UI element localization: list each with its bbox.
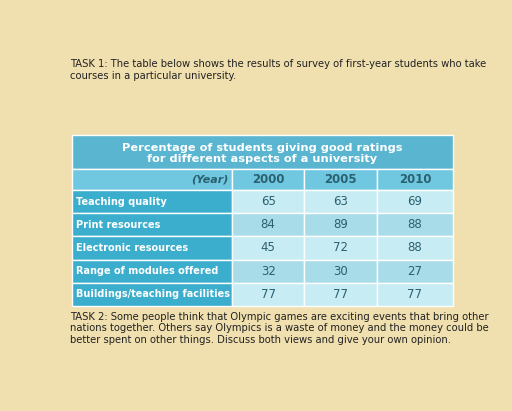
- Text: TASK 1: The table below shows the results of survey of first-year students who t: TASK 1: The table below shows the result…: [70, 59, 486, 81]
- Bar: [377, 169, 453, 190]
- Text: 2010: 2010: [399, 173, 431, 186]
- Text: 27: 27: [408, 265, 422, 277]
- Text: 84: 84: [261, 218, 275, 231]
- Text: Print resources: Print resources: [76, 220, 161, 230]
- Bar: [304, 190, 377, 213]
- Text: Electronic resources: Electronic resources: [76, 243, 188, 253]
- Text: 88: 88: [408, 218, 422, 231]
- Text: 45: 45: [261, 242, 275, 254]
- Text: 2005: 2005: [324, 173, 357, 186]
- Text: 77: 77: [408, 288, 422, 301]
- Text: (Year): (Year): [191, 174, 229, 185]
- Text: for different aspects of a university: for different aspects of a university: [147, 154, 377, 164]
- Bar: [377, 213, 453, 236]
- Bar: [72, 190, 232, 213]
- Bar: [72, 283, 232, 306]
- Bar: [304, 283, 377, 306]
- Text: 32: 32: [261, 265, 275, 277]
- Text: 77: 77: [333, 288, 348, 301]
- Bar: [232, 236, 304, 259]
- Bar: [232, 259, 304, 283]
- Bar: [304, 259, 377, 283]
- Text: 89: 89: [333, 218, 348, 231]
- Text: 69: 69: [408, 195, 422, 208]
- Bar: [377, 190, 453, 213]
- Bar: [232, 283, 304, 306]
- Text: 77: 77: [261, 288, 275, 301]
- Bar: [72, 135, 453, 169]
- Text: 65: 65: [261, 195, 275, 208]
- Bar: [377, 283, 453, 306]
- Bar: [72, 169, 232, 190]
- Text: 72: 72: [333, 242, 348, 254]
- Bar: [377, 259, 453, 283]
- Text: TASK 2: Some people think that Olympic games are exciting events that bring othe: TASK 2: Some people think that Olympic g…: [70, 312, 489, 345]
- Bar: [72, 259, 232, 283]
- Text: Range of modules offered: Range of modules offered: [76, 266, 219, 276]
- Bar: [377, 236, 453, 259]
- Bar: [304, 213, 377, 236]
- Text: Buildings/teaching facilities: Buildings/teaching facilities: [76, 289, 230, 299]
- Bar: [72, 213, 232, 236]
- Bar: [232, 213, 304, 236]
- Text: Teaching quality: Teaching quality: [76, 197, 167, 207]
- Text: 2000: 2000: [252, 173, 284, 186]
- Bar: [304, 169, 377, 190]
- Text: 30: 30: [333, 265, 348, 277]
- Text: Percentage of students giving good ratings: Percentage of students giving good ratin…: [122, 143, 402, 152]
- Bar: [232, 190, 304, 213]
- Bar: [304, 236, 377, 259]
- Text: 63: 63: [333, 195, 348, 208]
- Bar: [72, 236, 232, 259]
- Text: 88: 88: [408, 242, 422, 254]
- Bar: [232, 169, 304, 190]
